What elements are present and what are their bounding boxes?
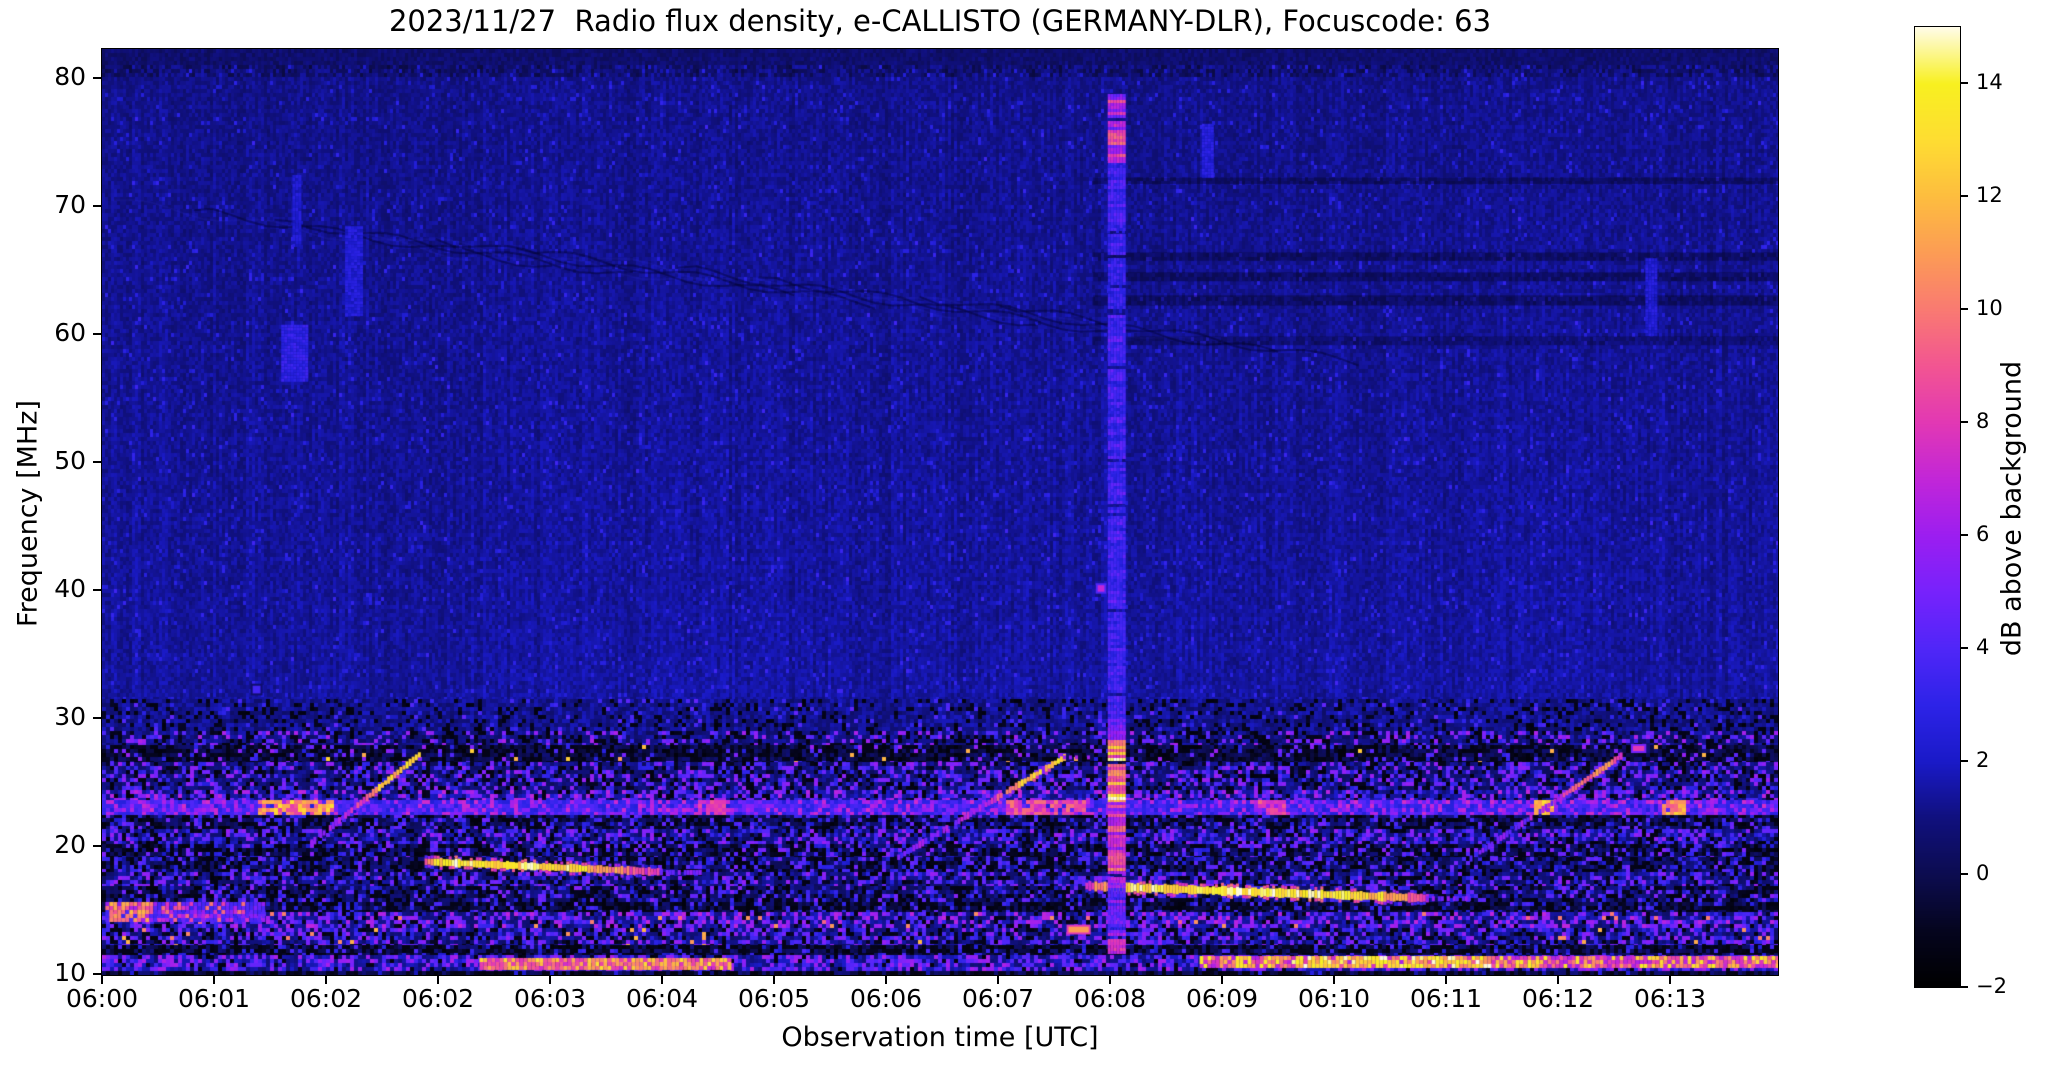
colorbar-tick-mark [1961, 82, 1968, 85]
x-tick-label: 06:02 [289, 984, 363, 1013]
x-tick-mark [885, 976, 887, 984]
x-tick-mark [1669, 976, 1671, 984]
colorbar-tick-label: 6 [1976, 522, 1990, 547]
x-tick-mark [1557, 976, 1559, 984]
x-tick-label: 06:11 [1409, 984, 1483, 1013]
colorbar-label: dB above background [1996, 360, 2028, 657]
colorbar-canvas [1914, 26, 1961, 988]
x-tick-mark [1221, 976, 1223, 984]
colorbar-tick-mark [1961, 873, 1968, 876]
colorbar-tick-label: 12 [1976, 183, 2003, 208]
x-axis-label: Observation time [UTC] [781, 1022, 1099, 1053]
x-tick-label: 06:13 [1633, 984, 1707, 1013]
colorbar-tick-label: 2 [1976, 748, 1990, 773]
y-tick-mark [93, 589, 101, 591]
y-axis-label: Frequency [MHz] [12, 400, 44, 627]
y-tick-label: 80 [54, 62, 86, 91]
x-tick-label: 06:02 [401, 984, 475, 1013]
x-tick-label: 06:06 [849, 984, 923, 1013]
y-tick-label: 20 [54, 830, 86, 859]
y-tick-label: 10 [54, 958, 86, 987]
colorbar-tick-mark [1961, 308, 1968, 311]
x-tick-label: 06:01 [177, 984, 251, 1013]
y-tick-mark [93, 973, 101, 975]
colorbar-tick-mark [1961, 986, 1968, 988]
colorbar-tick-mark [1961, 421, 1968, 424]
x-tick-mark [213, 976, 215, 984]
y-tick-mark [93, 845, 101, 847]
x-tick-label: 06:08 [1073, 984, 1147, 1013]
x-tick-label: 06:12 [1521, 984, 1595, 1013]
colorbar-tick-mark [1961, 534, 1968, 537]
y-tick-label: 50 [54, 446, 86, 475]
x-tick-mark [661, 976, 663, 984]
y-tick-label: 40 [54, 574, 86, 603]
x-tick-label: 06:07 [961, 984, 1035, 1013]
colorbar-tick-label: 0 [1976, 861, 1990, 886]
x-tick-mark [773, 976, 775, 984]
x-tick-label: 06:05 [737, 984, 811, 1013]
y-tick-mark [93, 717, 101, 719]
x-tick-mark [325, 976, 327, 984]
y-tick-label: 60 [54, 318, 86, 347]
colorbar-tick-label: 10 [1976, 296, 2003, 321]
x-tick-mark [1109, 976, 1111, 984]
y-tick-mark [93, 333, 101, 335]
x-tick-label: 06:09 [1185, 984, 1259, 1013]
x-tick-mark [997, 976, 999, 984]
spectrogram-canvas [101, 48, 1779, 976]
colorbar-tick-label: −2 [1976, 974, 2007, 998]
colorbar-tick-mark [1961, 647, 1968, 650]
x-tick-mark [437, 976, 439, 984]
colorbar-tick-label: 8 [1976, 409, 1990, 434]
y-tick-mark [93, 77, 101, 79]
x-tick-label: 06:10 [1297, 984, 1371, 1013]
colorbar-tick-label: 14 [1976, 70, 2003, 95]
plot-title: 2023/11/27 Radio flux density, e-CALLIST… [388, 4, 1492, 38]
y-tick-mark [93, 205, 101, 207]
x-tick-label: 06:00 [65, 984, 139, 1013]
y-tick-mark [93, 461, 101, 463]
x-tick-label: 06:04 [625, 984, 699, 1013]
colorbar-tick-label: 4 [1976, 635, 1990, 660]
y-tick-label: 30 [54, 702, 86, 731]
x-tick-mark [549, 976, 551, 984]
x-tick-mark [1445, 976, 1447, 984]
x-tick-mark [101, 976, 103, 984]
colorbar-tick-mark [1961, 195, 1968, 198]
x-tick-label: 06:03 [513, 984, 587, 1013]
x-tick-mark [1333, 976, 1335, 984]
y-tick-label: 70 [54, 190, 86, 219]
colorbar-tick-mark [1961, 760, 1968, 763]
